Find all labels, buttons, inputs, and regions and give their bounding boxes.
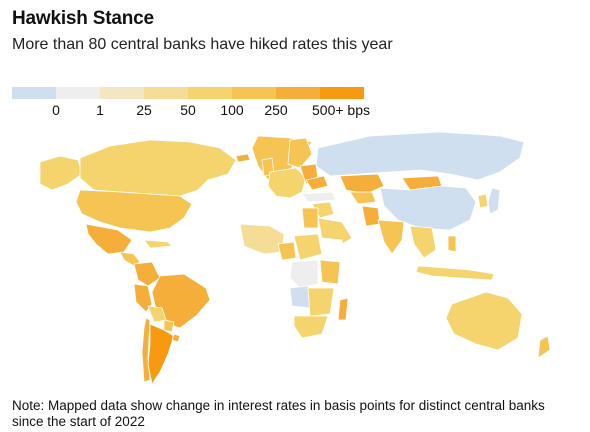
east-africa-region	[319, 259, 341, 285]
legend-swatch	[12, 87, 56, 99]
color-legend: 0 1 25 50 100 250 500+ bps	[12, 87, 370, 127]
kazakhstan-region	[339, 173, 385, 195]
euro-area-region	[267, 167, 307, 199]
legend-label: 500+ bps	[312, 102, 370, 118]
chart-subtitle: More than 80 central banks have hiked ra…	[12, 36, 393, 53]
nigeria-region	[277, 241, 297, 261]
egypt-region	[301, 207, 319, 229]
southern-africa-region	[307, 287, 335, 317]
legend-swatch	[320, 87, 364, 99]
australia-region	[445, 291, 523, 351]
madagascar-region	[337, 297, 349, 321]
iran-region	[335, 201, 363, 223]
central-africa-region	[293, 233, 323, 261]
paraguay-region	[163, 319, 175, 333]
indonesia-region	[415, 265, 495, 281]
uruguay-region	[171, 333, 181, 343]
scandinavia-region	[287, 137, 313, 169]
turkey-region	[301, 191, 337, 203]
legend-label: 250	[264, 102, 288, 118]
china-region	[379, 185, 477, 231]
world-map	[39, 131, 551, 385]
algeria-region	[269, 203, 303, 233]
legend-swatch	[232, 87, 276, 99]
argentina-region	[147, 323, 175, 385]
korea-region	[477, 193, 489, 209]
new-zealand-region	[537, 335, 551, 359]
colombia-region	[133, 261, 161, 287]
footnote: Note: Mapped data show change in interes…	[12, 398, 545, 429]
brazil-region	[151, 273, 211, 329]
south-africa-region	[293, 315, 329, 339]
mexico-region	[85, 223, 133, 255]
usa-region	[75, 189, 193, 233]
ethiopia-region	[321, 237, 345, 263]
legend-swatch	[100, 87, 144, 99]
chart-title: Hawkish Stance	[12, 8, 154, 29]
chile-region	[141, 317, 151, 383]
central-asia-region	[349, 191, 377, 205]
caribbean-region	[143, 239, 173, 249]
russia-region	[315, 131, 525, 181]
legend-swatch	[144, 87, 188, 99]
iceland-region	[235, 153, 251, 163]
legend-label: 50	[180, 102, 196, 118]
drc-region	[289, 259, 319, 289]
southeast-asia-region	[409, 225, 437, 259]
ukraine-region	[305, 175, 329, 191]
legend-swatch	[56, 87, 100, 99]
philippines-region	[447, 235, 457, 253]
legend-label: 25	[136, 102, 152, 118]
legend-swatch	[276, 87, 320, 99]
japan-region	[487, 187, 501, 215]
india-region	[377, 219, 405, 255]
alaska-region	[39, 155, 83, 191]
legend-label: 0	[52, 102, 60, 118]
legend-label: 100	[220, 102, 244, 118]
legend-label: 1	[96, 102, 104, 118]
canada-region	[79, 139, 237, 197]
legend-swatches	[12, 87, 364, 99]
angola-region	[289, 285, 311, 309]
legend-swatch	[188, 87, 232, 99]
pakistan-region	[361, 205, 381, 227]
